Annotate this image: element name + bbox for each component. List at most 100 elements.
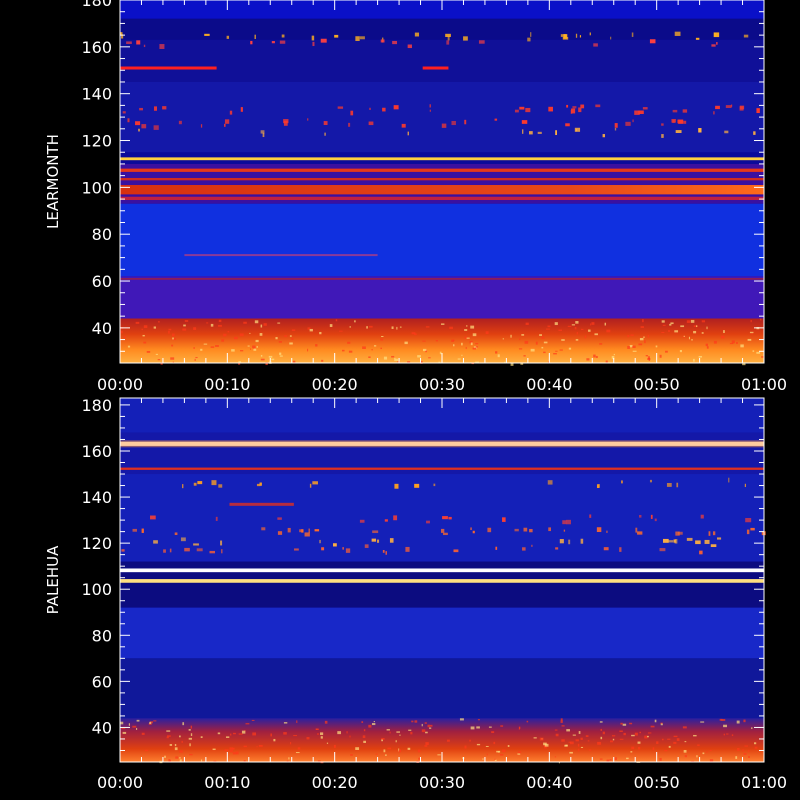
speckle	[672, 109, 678, 113]
speckle	[453, 549, 459, 553]
speckle	[393, 515, 398, 521]
speckle	[221, 549, 223, 554]
noise-dot	[679, 349, 682, 353]
noise-dot	[518, 751, 521, 754]
speckle	[562, 36, 569, 40]
speckle	[563, 34, 568, 39]
speckle	[193, 482, 197, 486]
speckle	[619, 547, 622, 552]
y-tick-label: 40	[92, 718, 112, 737]
speckle	[711, 44, 716, 47]
speckle	[678, 119, 684, 124]
noise-dot	[620, 722, 623, 725]
noise-dot	[385, 754, 387, 756]
speckle	[153, 540, 158, 544]
speckle	[355, 36, 360, 41]
noise-dot	[743, 719, 746, 723]
noise-dot	[375, 753, 378, 755]
speckle	[712, 531, 716, 536]
noise-dot	[591, 322, 595, 325]
speckle	[674, 539, 678, 544]
noise-dot	[339, 330, 343, 332]
band-line-95	[120, 196, 764, 201]
speckle	[563, 529, 566, 532]
noise-dot	[599, 758, 603, 760]
noise-dot	[193, 327, 197, 330]
speckle	[671, 118, 677, 123]
noise-dot	[554, 322, 558, 326]
noise-dot	[682, 726, 687, 729]
speckle	[250, 40, 253, 45]
noise-dot	[595, 355, 598, 359]
band-line-104	[120, 579, 764, 583]
speckle	[446, 40, 450, 45]
noise-dot	[417, 749, 421, 753]
noise-dot	[254, 320, 259, 324]
band-segment-151a	[120, 66, 217, 70]
noise-dot	[362, 346, 366, 349]
noise-dot	[437, 754, 441, 756]
band-mid-upper	[120, 474, 764, 562]
noise-dot	[233, 732, 236, 735]
noise-dot	[470, 342, 473, 346]
noise-dot	[394, 358, 399, 362]
panel-palehua: 40 60 80 100 120 140 160 180 00:00 00:10 00:20 00:3…	[44, 396, 787, 792]
noise-dot	[669, 323, 672, 326]
noise-dot	[399, 734, 401, 736]
noise-dot	[518, 348, 523, 350]
noise-dot	[588, 749, 592, 751]
speckle	[649, 479, 653, 483]
noise-dot	[142, 334, 145, 337]
noise-dot	[609, 740, 614, 743]
noise-dot	[655, 345, 658, 348]
speckle	[359, 36, 365, 40]
noise-dot	[588, 329, 591, 332]
speckle	[514, 528, 519, 532]
speckle	[589, 514, 592, 518]
noise-dot	[578, 748, 580, 752]
speckle	[197, 481, 203, 485]
noise-dot	[283, 732, 287, 735]
noise-dot	[517, 753, 521, 755]
noise-dot	[168, 330, 170, 334]
speckle	[323, 121, 328, 125]
noise-dot	[457, 358, 461, 360]
noise-dot	[451, 339, 454, 342]
noise-dot	[709, 749, 712, 751]
noise-dot	[210, 346, 215, 348]
noise-dot	[475, 361, 479, 363]
noise-dot	[736, 342, 738, 344]
speckle	[382, 550, 385, 553]
noise-dot	[667, 330, 671, 332]
noise-dot	[647, 356, 651, 359]
band-upper	[120, 39, 764, 82]
noise-dot	[643, 336, 645, 338]
speckle	[159, 44, 165, 49]
noise-dot	[203, 343, 208, 345]
noise-dot	[754, 746, 758, 749]
speckle	[678, 531, 683, 535]
noise-dot	[751, 333, 754, 335]
speckle	[728, 477, 730, 483]
speckle	[666, 482, 672, 487]
speckle	[240, 107, 243, 112]
noise-dot	[427, 724, 430, 728]
noise-dot	[539, 737, 544, 741]
noise-dot	[179, 759, 182, 762]
noise-dot	[453, 344, 455, 347]
speckle	[314, 529, 320, 532]
noise-dot	[245, 723, 250, 725]
noise-dot	[381, 335, 384, 338]
noise-dot	[637, 741, 641, 744]
speckle	[392, 40, 398, 45]
speckle	[254, 34, 256, 39]
noise-dot	[335, 319, 338, 322]
noise-dot	[279, 355, 283, 357]
noise-dot	[411, 332, 416, 335]
speckle	[304, 532, 310, 537]
y-axis-title: LEARMONTH	[44, 134, 62, 229]
noise-dot	[567, 325, 572, 327]
noise-dot	[731, 340, 735, 344]
noise-dot	[466, 325, 468, 327]
noise-dot	[688, 336, 691, 340]
